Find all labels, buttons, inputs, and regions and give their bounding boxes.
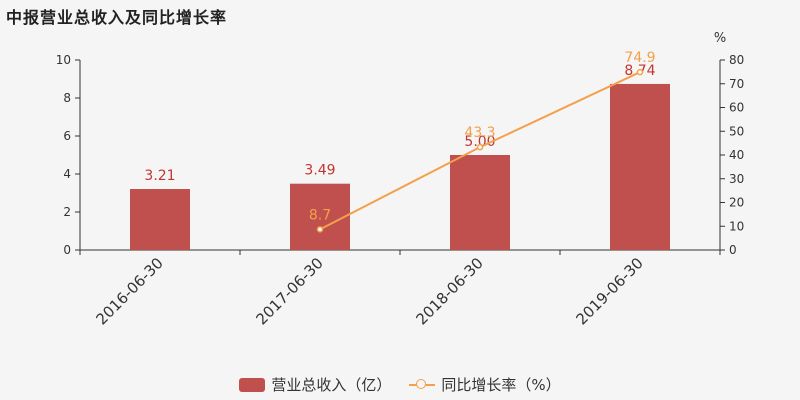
x-tick-label: 2017-06-30 (252, 254, 326, 328)
legend-item-growth[interactable]: 同比增长率（%） (409, 374, 561, 395)
y-right-tick-label: 10 (729, 219, 744, 233)
x-tick-label: 2016-06-30 (92, 254, 166, 328)
y-left-tick-label: 4 (63, 167, 71, 181)
y-right-tick-label: 30 (729, 172, 744, 186)
legend-revenue-label: 营业总收入（亿） (271, 376, 392, 394)
y-right-unit-label: % (714, 31, 726, 46)
line-growth-label: 8.7 (309, 207, 331, 223)
y-left-tick-label: 0 (63, 243, 71, 257)
y-left-tick-label: 2 (63, 205, 71, 219)
y-right-tick-label: 0 (729, 243, 737, 257)
bar-revenue-label: 3.49 (304, 163, 335, 179)
y-right-tick-label: 70 (729, 77, 744, 91)
y-left-tick-label: 6 (63, 129, 71, 143)
legend-growth-label: 同比增长率（%） (441, 376, 561, 394)
bar-revenue-label: 3.21 (144, 168, 175, 184)
legend: 营业总收入（亿） 同比增长率（%） (0, 374, 800, 395)
x-tick-label: 2019-06-30 (572, 254, 646, 328)
line-growth-point[interactable] (316, 226, 324, 233)
bar-revenue[interactable] (610, 83, 670, 250)
legend-bar-swatch-icon (239, 377, 266, 392)
bar-revenue[interactable] (130, 189, 190, 250)
chart-title: 中报营业总收入及同比增长率 (6, 8, 228, 27)
line-growth-point[interactable] (476, 143, 484, 151)
legend-item-revenue[interactable]: 营业总收入（亿） (239, 374, 391, 395)
y-right-tick-label: 50 (729, 124, 744, 138)
y-right-tick-label: 40 (729, 148, 744, 162)
bar-revenue[interactable] (290, 183, 350, 250)
y-right-tick-label: 80 (729, 53, 744, 67)
y-left-tick-label: 8 (63, 91, 71, 105)
x-tick-label: 2018-06-30 (412, 254, 486, 328)
line-growth-label: 43.3 (464, 125, 495, 141)
line-growth-point[interactable] (636, 68, 644, 76)
line-growth-label: 74.9 (624, 50, 655, 66)
y-left-tick-label: 10 (56, 53, 71, 67)
legend-line-swatch-icon (409, 378, 436, 392)
bar-revenue[interactable] (450, 155, 510, 250)
y-right-tick-label: 20 (729, 196, 744, 210)
y-right-tick-label: 60 (729, 101, 744, 115)
bar-revenue-label: 5.00 (464, 134, 495, 150)
